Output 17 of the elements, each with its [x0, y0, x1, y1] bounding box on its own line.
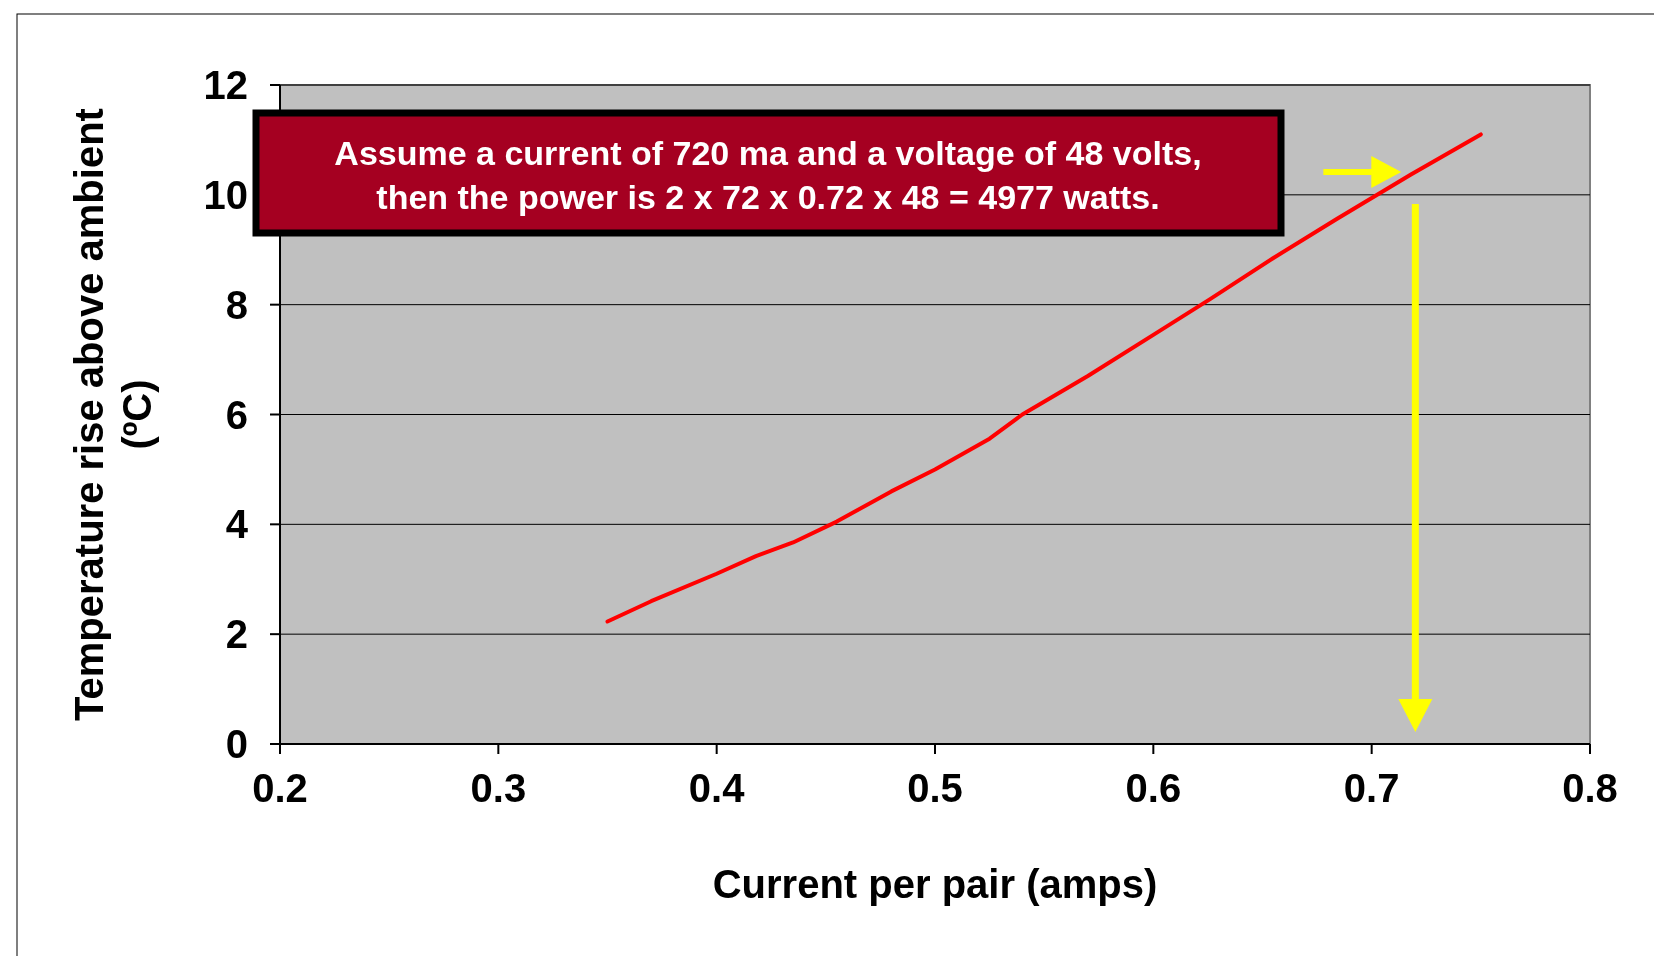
y-tick-label: 2 [225, 612, 248, 657]
x-tick-label: 0.3 [470, 766, 527, 810]
y-tick-label: 4 [225, 502, 249, 547]
x-tick-label: 0.6 [1125, 766, 1182, 810]
annotation: Assume a current of 720 ma and a voltage of 48 volts, then the power is 2 x 72 x 0.72 x 48 = 4977 watts. [334, 134, 1202, 216]
y-tick-label: 0 [225, 722, 248, 766]
x-axis-title: Current per pair (amps) [712, 862, 1158, 906]
x-tick-label: 0.4 [688, 766, 746, 810]
y-tick-label: 10 [203, 172, 248, 217]
y-axis-title: Temperature rise above ambient (ºC) [67, 108, 159, 721]
y-tick-label: 8 [225, 282, 248, 327]
y-tick-label: 12 [203, 63, 248, 107]
x-tick-label: 0.5 [907, 766, 963, 810]
x-tick-label: 0.2 [252, 766, 308, 810]
x-tick-label: 0.8 [1562, 766, 1618, 810]
x-tick-label: 0.7 [1343, 766, 1400, 810]
y-tick-label: 6 [225, 392, 248, 437]
